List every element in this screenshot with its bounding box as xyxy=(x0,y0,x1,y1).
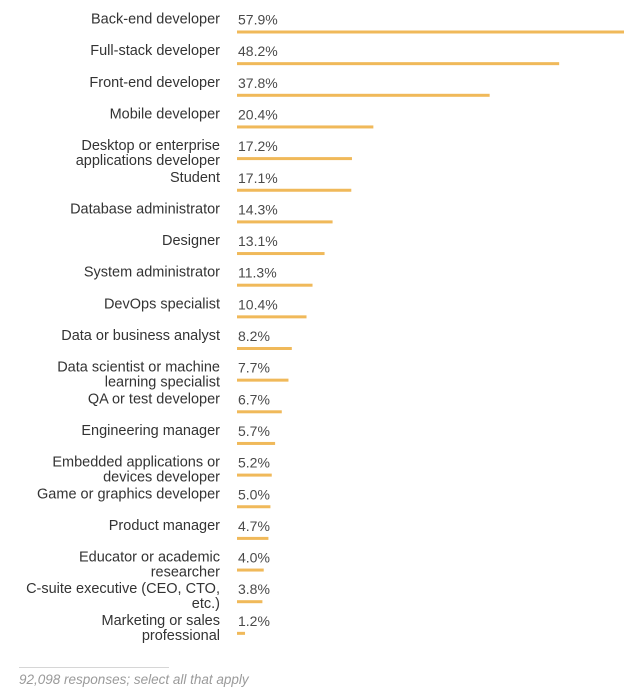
value-label: 57.9% xyxy=(238,12,278,28)
footnote: 92,098 responses; select all that apply xyxy=(19,672,249,687)
value-label: 10.4% xyxy=(238,296,278,312)
value-label: 11.3% xyxy=(238,265,277,281)
footnote-divider xyxy=(19,667,169,668)
value-label: 37.8% xyxy=(238,75,278,91)
category-label: Back-end developer xyxy=(91,12,220,28)
category-label-line: Designer xyxy=(162,233,220,249)
category-label-line: C-suite executive (CEO, CTO, xyxy=(26,581,220,597)
bar xyxy=(237,283,313,287)
bar xyxy=(237,473,272,477)
category-label: System administrator xyxy=(84,265,220,281)
category-label: DevOps specialist xyxy=(104,296,220,312)
bar xyxy=(237,315,307,319)
bar xyxy=(237,441,276,445)
category-label-line: Embedded applications or xyxy=(52,455,220,471)
bar xyxy=(237,600,263,604)
value-label: 20.4% xyxy=(238,106,278,122)
category-label: Desktop or enterprise applications develo… xyxy=(76,138,220,169)
category-label: C-suite executive (CEO, CTO, etc.) xyxy=(26,581,220,612)
category-label-line: applications developer xyxy=(76,153,220,169)
bar xyxy=(237,125,374,129)
category-label-line: Desktop or enterprise xyxy=(81,138,220,154)
category-label-line: System administrator xyxy=(84,265,220,281)
value-label: 13.1% xyxy=(238,233,278,249)
category-label: Marketing or sales professional xyxy=(102,613,220,644)
category-label-line: learning specialist xyxy=(105,375,220,391)
category-label-line: QA or test developer xyxy=(88,391,220,407)
bar xyxy=(237,252,325,256)
category-label: Student xyxy=(170,170,220,186)
bar xyxy=(237,410,282,414)
category-label: Front-end developer xyxy=(89,75,220,91)
category-label-line: Database administrator xyxy=(70,201,220,217)
category-label-line: Mobile developer xyxy=(110,106,221,122)
value-label: 14.3% xyxy=(238,201,278,217)
category-label: Database administrator xyxy=(70,201,220,217)
bar xyxy=(237,347,292,350)
bar xyxy=(237,62,560,66)
category-label-line: Front-end developer xyxy=(89,75,220,91)
category-label-line: Engineering manager xyxy=(81,423,220,439)
bar xyxy=(237,378,289,382)
category-label: Full-stack developer xyxy=(90,43,220,59)
category-label-line: Game or graphics developer xyxy=(37,486,220,502)
category-label-line: devices developer xyxy=(103,470,220,486)
category-label-line: professional xyxy=(142,628,220,644)
bar xyxy=(237,568,264,572)
category-label: Game or graphics developer xyxy=(37,486,220,502)
category-label-line: Data scientist or machine xyxy=(57,360,220,376)
bar xyxy=(237,220,333,224)
category-label-line: researcher xyxy=(151,565,220,581)
category-label: Embedded applications or devices develope… xyxy=(52,455,220,486)
category-label-line: Full-stack developer xyxy=(90,43,220,59)
value-label: 4.7% xyxy=(238,518,270,534)
value-label: 5.2% xyxy=(238,455,270,471)
bar xyxy=(237,188,352,192)
value-label: 3.8% xyxy=(238,581,270,597)
category-label: Data or business analyst xyxy=(61,328,220,344)
bar xyxy=(237,157,352,161)
value-label: 1.2% xyxy=(238,613,270,629)
category-label-line: Data or business analyst xyxy=(61,328,220,344)
category-label-line: Back-end developer xyxy=(91,12,220,28)
category-label-line: DevOps specialist xyxy=(104,296,220,312)
category-label: Engineering manager xyxy=(81,423,220,439)
value-label: 17.2% xyxy=(238,138,278,154)
value-label: 6.7% xyxy=(238,391,270,407)
category-label: Product manager xyxy=(109,518,220,534)
bar xyxy=(237,93,490,97)
value-label: 8.2% xyxy=(238,328,270,344)
bar xyxy=(237,30,624,34)
category-label: Educator or academic researcher xyxy=(79,550,220,581)
category-label-line: Product manager xyxy=(109,518,220,534)
value-label: 7.7% xyxy=(238,360,270,376)
category-label-line: Educator or academic xyxy=(79,550,220,566)
bar xyxy=(237,631,246,635)
category-label-line: Marketing or sales xyxy=(102,613,220,629)
value-label: 5.0% xyxy=(238,486,270,502)
bar xyxy=(237,505,271,509)
category-label-line: Student xyxy=(170,170,220,186)
value-label: 48.2% xyxy=(238,43,278,59)
bar xyxy=(237,536,269,540)
value-label: 5.7% xyxy=(238,423,270,439)
category-label: Designer xyxy=(162,233,220,249)
category-label: Data scientist or machine learning specia… xyxy=(57,360,220,391)
category-label: QA or test developer xyxy=(88,391,220,407)
category-label: Mobile developer xyxy=(110,106,221,122)
value-label: 4.0% xyxy=(238,550,270,566)
value-label: 17.1% xyxy=(238,170,278,186)
category-label-line: etc.) xyxy=(192,596,220,612)
